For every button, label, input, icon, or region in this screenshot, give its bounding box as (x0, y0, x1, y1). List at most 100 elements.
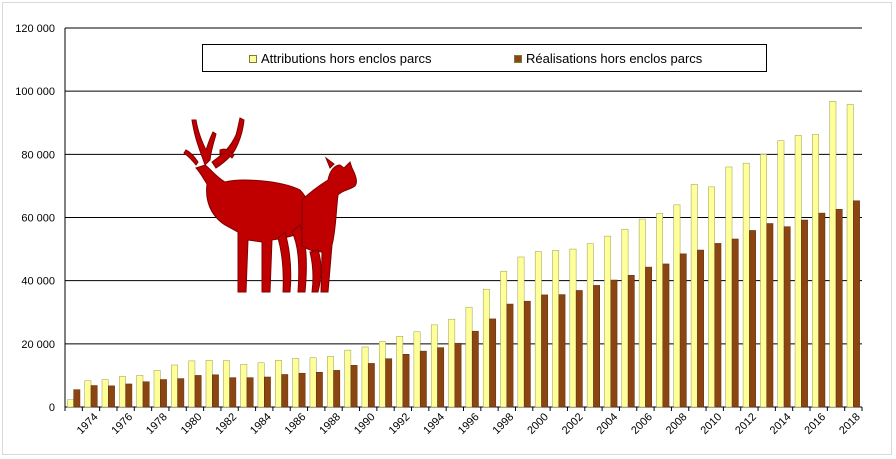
bar-attributions (690, 184, 698, 408)
bar-attributions (136, 375, 144, 408)
bar-attributions (257, 362, 265, 408)
x-tick-label: 1986 (283, 411, 309, 437)
bar-realisations (160, 379, 167, 408)
legend: Attributions hors enclos parcs Réalisati… (202, 44, 767, 72)
bar-realisations (194, 375, 202, 408)
bar-attributions (396, 336, 404, 408)
y-tick-label: 60 000 (21, 213, 55, 225)
bar-realisations (731, 238, 739, 408)
bar-attributions (812, 134, 819, 408)
bar-realisations (298, 372, 306, 408)
bar-realisations (593, 285, 600, 408)
bar-realisations (177, 378, 185, 408)
deer-shape (277, 231, 292, 293)
deer-shape (301, 161, 357, 293)
deer-shape (324, 156, 335, 169)
x-tick-label: 2018 (837, 411, 863, 437)
bar-realisations (575, 290, 583, 408)
bar-realisations (350, 365, 358, 408)
bar-realisations (714, 243, 722, 408)
bar-attributions (846, 104, 854, 408)
bar-attributions (378, 341, 386, 408)
bar-realisations (281, 374, 289, 408)
y-tick-label: 0 (49, 402, 55, 414)
legend-item-attributions: Attributions hors enclos parcs (249, 51, 432, 66)
bar-attributions (777, 140, 785, 408)
bar-attributions (569, 248, 577, 408)
x-tick-label: 2010 (698, 411, 724, 437)
x-tick-label: 2002 (560, 411, 586, 437)
bar-attributions (292, 358, 300, 408)
bar-attributions (361, 346, 369, 408)
x-tick-label: 1988 (317, 411, 343, 437)
bar-attributions (552, 250, 560, 408)
bar-attributions (309, 357, 317, 408)
bar-realisations (610, 279, 618, 408)
bar-attributions (725, 166, 733, 408)
bar-attributions (604, 235, 612, 408)
bar-realisations (419, 350, 427, 408)
bar-attributions (742, 162, 750, 408)
bar-attributions (534, 251, 542, 408)
legend-label-attributions: Attributions hors enclos parcs (261, 51, 432, 66)
x-tick-label: 1980 (179, 411, 205, 437)
bar-attributions (327, 356, 334, 408)
bar-realisations (471, 330, 479, 408)
bar-attributions (656, 213, 664, 408)
legend-label-realisations: Réalisations hors enclos parcs (526, 51, 703, 66)
deer-shape (191, 119, 217, 166)
x-tick-label: 1994 (421, 411, 447, 437)
x-tick-label: 2008 (664, 411, 690, 437)
x-tick-label: 1998 (491, 411, 517, 437)
bar-realisations (506, 303, 514, 408)
x-tick-label: 2012 (733, 411, 759, 437)
bar-realisations (662, 263, 670, 408)
bar-attributions (465, 306, 473, 408)
x-tick-label: 1978 (144, 411, 170, 437)
x-tick-label: 2006 (629, 411, 655, 437)
bar-attributions (84, 380, 92, 408)
legend-swatch-realisations (514, 54, 522, 63)
x-tick-label: 2004 (595, 411, 621, 437)
bar-attributions (223, 360, 230, 408)
bar-attributions (621, 228, 629, 408)
x-tick-label: 1996 (456, 411, 482, 437)
bar-realisations (679, 253, 687, 408)
x-tick-label: 1974 (75, 411, 101, 437)
bar-realisations (558, 294, 566, 408)
y-tick-label: 20 000 (21, 339, 55, 351)
bar-realisations (835, 209, 843, 408)
bar-attributions (67, 399, 74, 408)
bar-attributions (153, 370, 161, 408)
x-tick-label: 1982 (213, 411, 239, 437)
bar-attributions (205, 360, 213, 408)
y-tick-label: 100 000 (15, 86, 55, 98)
deer-shape (211, 117, 245, 169)
bar-attributions (794, 135, 802, 408)
bar-attributions (829, 101, 837, 408)
y-tick-label: 40 000 (21, 276, 55, 288)
y-tick-label: 120 000 (15, 23, 55, 35)
bar-attributions (171, 364, 178, 408)
bar-attributions (638, 218, 646, 408)
bar-realisations (108, 385, 115, 408)
bar-realisations (523, 300, 531, 408)
bar-attributions (500, 270, 508, 408)
bar-realisations (90, 385, 98, 408)
bar-attributions (275, 360, 282, 408)
bar-realisations (627, 275, 635, 408)
x-tick-label: 2016 (802, 411, 828, 437)
x-tick-label: 1990 (352, 411, 378, 437)
bar-realisations (749, 230, 756, 408)
bar-attributions (482, 288, 490, 408)
deer-shape (309, 249, 322, 293)
bar-realisations (801, 219, 808, 408)
deer-shape (219, 148, 235, 159)
bar-realisations (315, 372, 323, 408)
x-tick-label: 2014 (768, 411, 794, 437)
bar-realisations (454, 342, 462, 408)
bar-realisations (142, 381, 150, 408)
bar-realisations (229, 377, 237, 408)
bar-realisations (212, 374, 219, 408)
